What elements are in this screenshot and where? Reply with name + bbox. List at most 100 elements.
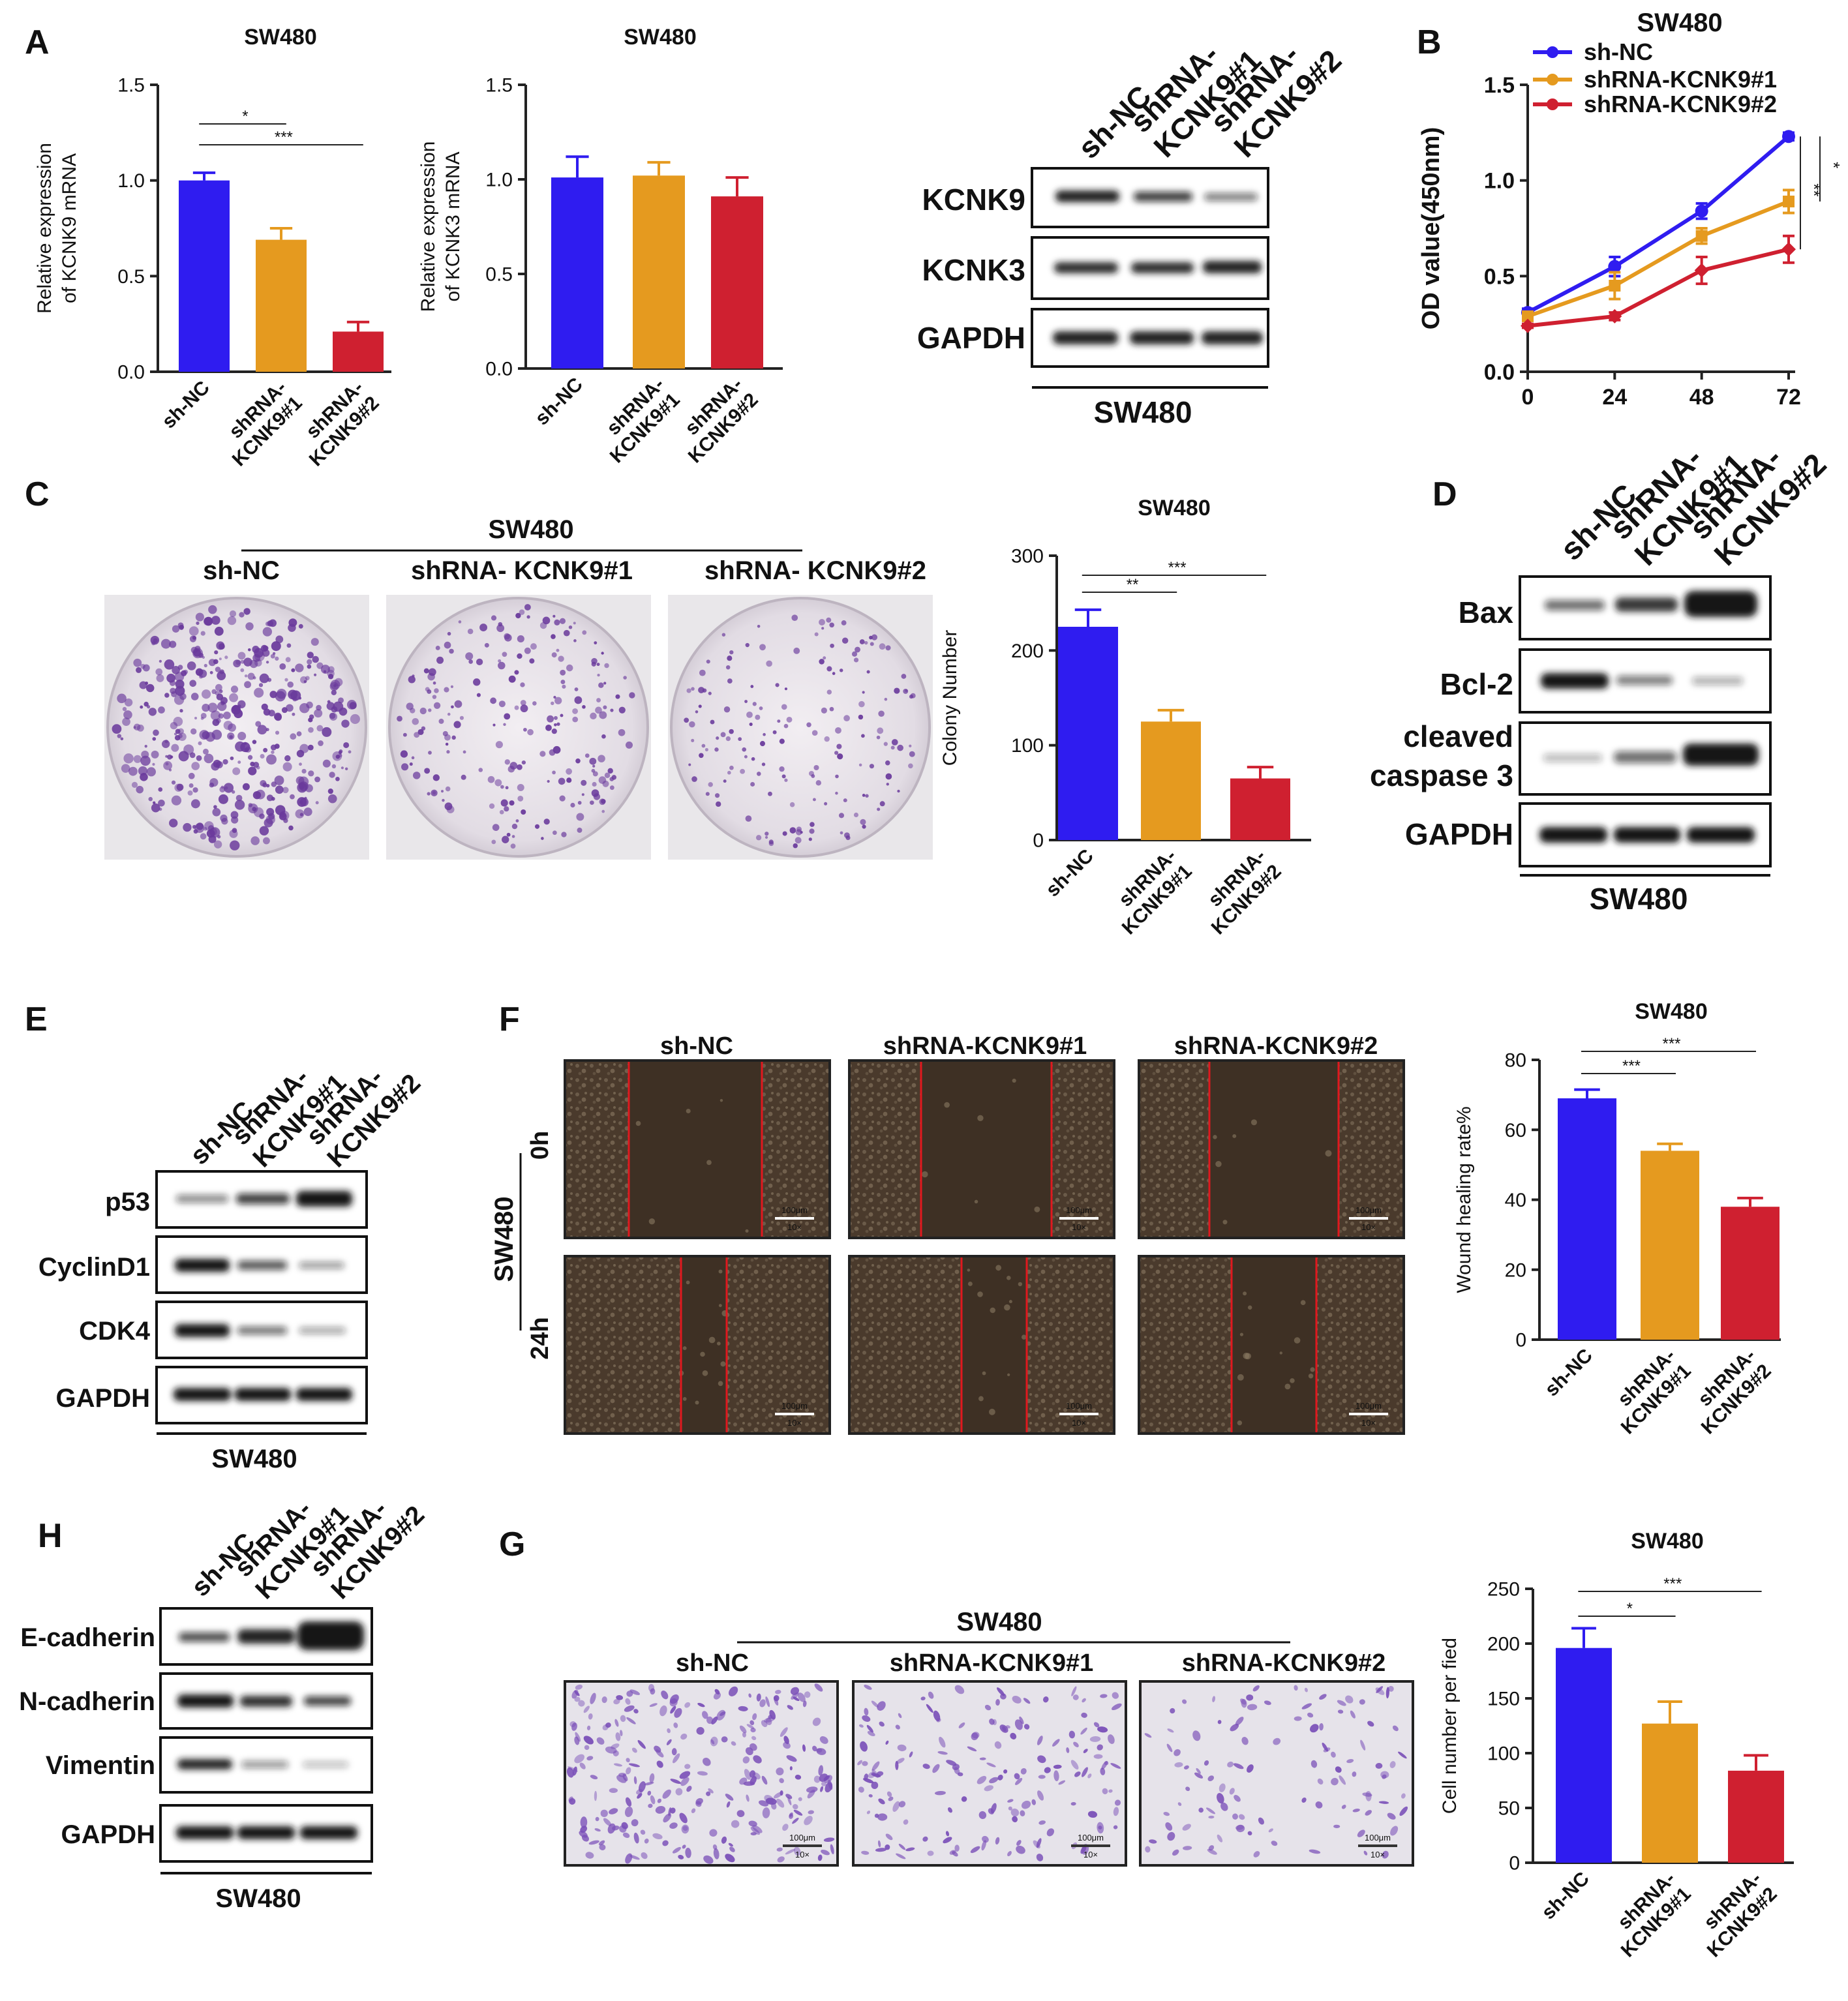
colony <box>826 617 832 623</box>
y-tick-label: 300 <box>1011 546 1044 567</box>
migrated-cell <box>762 1807 770 1818</box>
blot-d: sh-NC shRNA- KCNK9#1 shRNA- KCNK9#2 Bax … <box>1370 441 1833 916</box>
band <box>176 1826 234 1839</box>
migrated-cell <box>807 1789 815 1799</box>
band <box>300 1826 357 1839</box>
chart-a-kcnk9-mrna: SW480 0.0 0.5 1.0 1.5 Relative expression of K… <box>34 25 391 470</box>
migrated-cell <box>1023 1724 1030 1730</box>
colony <box>298 776 309 787</box>
colony <box>212 807 221 817</box>
colony <box>248 766 257 775</box>
scale-bar-label: 100μm <box>789 1833 815 1843</box>
colony <box>490 697 497 704</box>
colony <box>603 682 607 685</box>
colony <box>183 744 194 755</box>
migrated-cell <box>1031 1799 1037 1805</box>
colony <box>148 796 153 802</box>
blot-label-kcnk9: KCNK9 <box>922 183 1025 217</box>
colony <box>789 802 795 807</box>
migrated-cell <box>669 1698 678 1707</box>
migrated-cell <box>742 1756 750 1764</box>
colony <box>761 762 766 766</box>
colony <box>821 707 827 714</box>
blot-label-bax: Bax <box>1459 595 1514 629</box>
colony <box>591 789 599 797</box>
migrated-cell <box>624 1705 635 1712</box>
migrated-cell <box>1352 1808 1360 1813</box>
colony <box>838 813 845 819</box>
colony <box>879 643 886 650</box>
colony <box>496 624 505 633</box>
migrated-cell <box>1016 1845 1025 1854</box>
colony <box>165 762 169 766</box>
colony <box>301 768 307 774</box>
migrated-cell <box>1271 1841 1278 1846</box>
migrated-cell <box>709 1829 718 1837</box>
migrated-cell <box>1185 1786 1190 1792</box>
colony <box>217 835 221 839</box>
colony <box>237 760 241 764</box>
colony <box>237 652 246 660</box>
colony <box>729 765 734 770</box>
y-tick-label: 1.0 <box>1484 169 1515 194</box>
colony <box>257 725 267 735</box>
migrated-cell <box>1144 1733 1152 1738</box>
colony <box>198 669 207 678</box>
migrated-cell <box>603 1818 612 1826</box>
migrated-cell <box>640 1829 646 1835</box>
colony <box>910 693 916 699</box>
plate-dish <box>670 597 931 858</box>
colony <box>200 717 204 720</box>
migrated-cell <box>655 1805 666 1814</box>
migrated-cell <box>629 1763 640 1768</box>
migrated-cell <box>669 1822 678 1829</box>
colony <box>492 723 496 727</box>
migrated-cell <box>820 1786 824 1792</box>
colony <box>254 687 264 698</box>
colony <box>559 795 566 802</box>
migrated-cell <box>1301 1797 1307 1803</box>
colony <box>282 762 292 772</box>
colony <box>454 700 462 708</box>
migrated-cell <box>684 1764 691 1769</box>
migrated-cell <box>1382 1774 1387 1779</box>
colony <box>500 785 504 789</box>
chart-title: SW480 <box>1631 1529 1704 1554</box>
cell <box>718 1381 723 1387</box>
colony <box>195 612 204 622</box>
migrated-cell <box>752 1825 763 1833</box>
migrated-cell <box>787 1705 793 1710</box>
series-line <box>1527 200 1790 318</box>
colony <box>768 841 774 847</box>
colony <box>556 648 560 652</box>
migrated-cell <box>1217 1720 1222 1724</box>
colony <box>465 652 474 661</box>
colony <box>835 791 838 795</box>
colony <box>122 706 127 712</box>
band <box>1131 262 1194 273</box>
colony <box>290 690 301 701</box>
colony <box>117 734 122 738</box>
migrated-cell <box>613 1750 619 1756</box>
migrated-cell <box>1038 1775 1046 1779</box>
migrated-cell <box>1172 1849 1179 1856</box>
migrated-cell <box>574 1754 584 1764</box>
migrated-cell <box>1335 1766 1342 1773</box>
wound-grid: 100μm 10× 100μm 10× 100μm 10× 100μm 10× 100μm 10×… <box>564 1059 1405 1435</box>
colony <box>279 663 286 670</box>
migrated-cell <box>817 1854 823 1861</box>
migrated-cell <box>594 1790 598 1801</box>
colony <box>599 711 607 719</box>
migrated-cell <box>1010 1808 1020 1817</box>
colony <box>275 730 280 735</box>
colony <box>263 747 268 753</box>
migrated-cell <box>982 1835 989 1843</box>
migrated-cell <box>814 1683 823 1692</box>
bar <box>1641 1151 1699 1340</box>
colony <box>862 824 866 829</box>
migrated-cell <box>1037 1736 1043 1745</box>
migrated-cell <box>612 1826 620 1831</box>
migrated-cell <box>1317 1778 1324 1785</box>
data-point <box>1522 310 1534 322</box>
migrated-cell <box>1220 1802 1228 1811</box>
